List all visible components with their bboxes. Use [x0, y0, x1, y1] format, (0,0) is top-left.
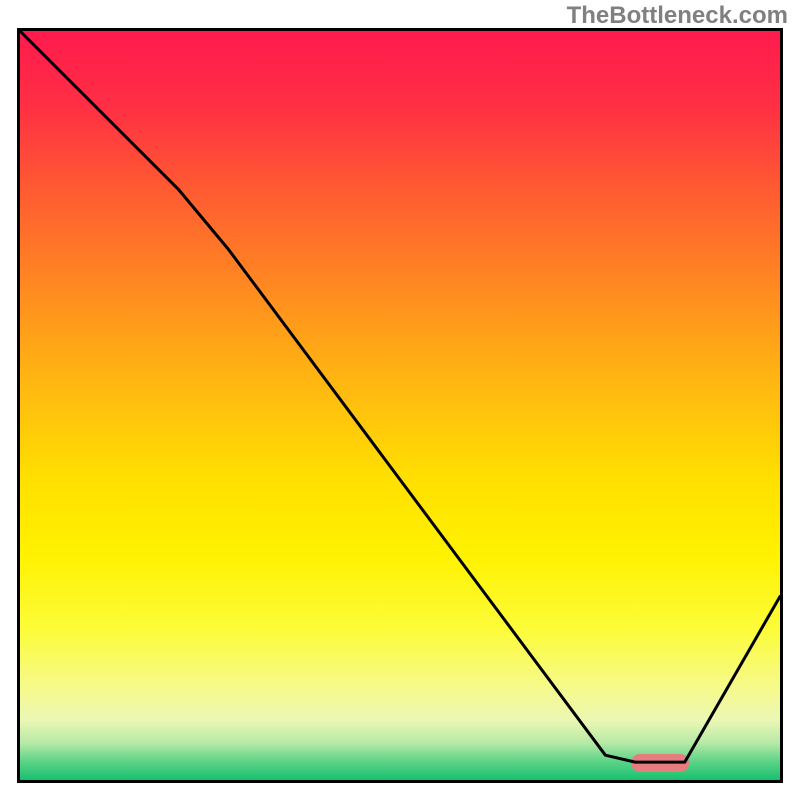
plot-area: [17, 28, 783, 783]
watermark-text: TheBottleneck.com: [567, 2, 788, 30]
heatmap-gradient: [20, 31, 780, 780]
chart-container: TheBottleneck.com: [0, 0, 800, 800]
optimal-marker: [631, 754, 689, 772]
